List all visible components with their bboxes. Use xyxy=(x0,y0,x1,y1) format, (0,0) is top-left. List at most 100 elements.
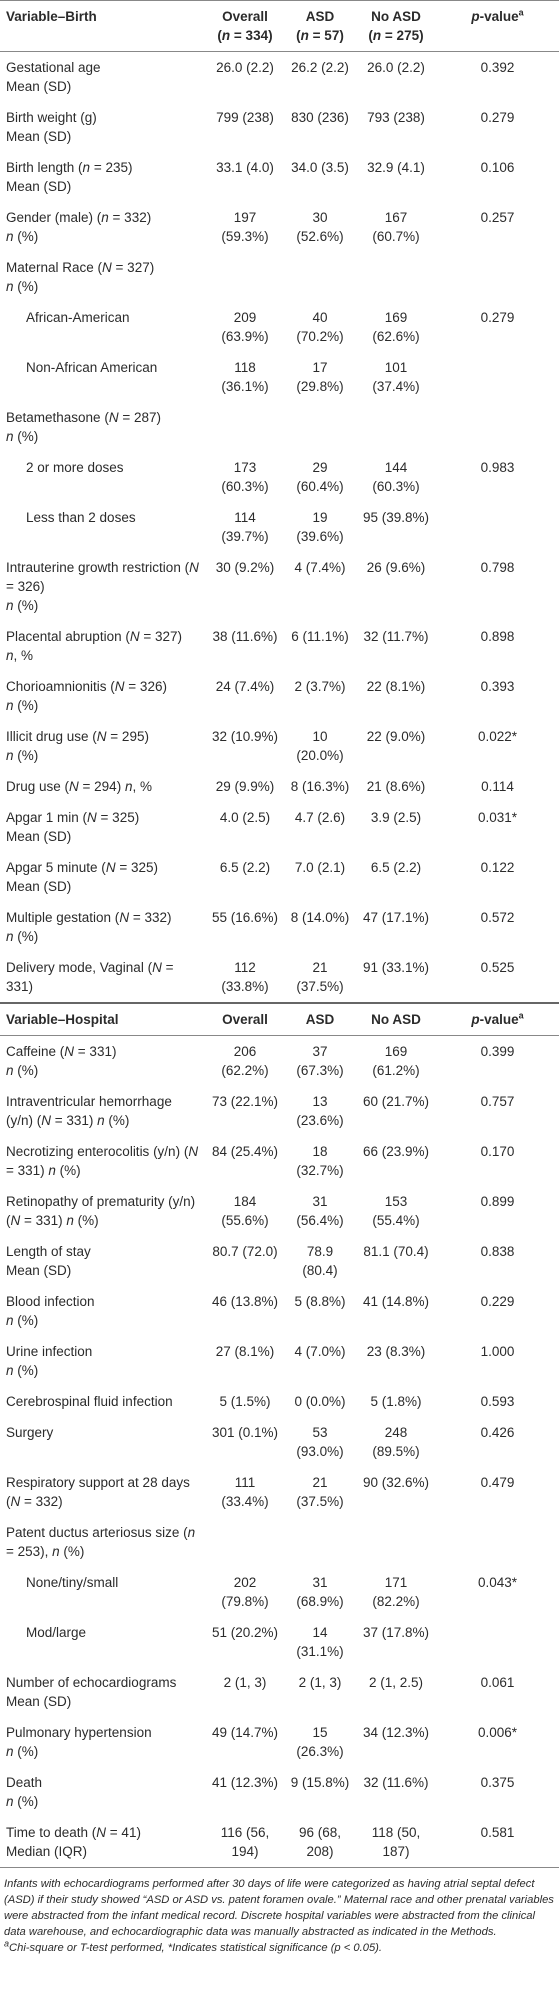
value: 5 (1.8%) xyxy=(370,1394,422,1409)
variable-cell: Respiratory support at 28 days (N = 332) xyxy=(0,1467,206,1517)
variable-label: Mean (SD) xyxy=(6,829,72,844)
table-row: Surgery 301 (0.1%) 53 (93.0%) 248 (89.5%) 0.… xyxy=(0,1417,559,1467)
value-cell xyxy=(436,502,559,552)
value: 209 (63.9%) xyxy=(221,310,269,344)
value: 0.525 xyxy=(480,960,515,975)
value-cell: 21 (8.6%) xyxy=(356,771,436,802)
value-cell: 21 (37.5%) xyxy=(284,952,356,1003)
value: 21 (37.5%) xyxy=(296,1475,344,1509)
value-cell: 0.593 xyxy=(436,1386,559,1417)
header-row: Variable–Hospital Overall ASD No ASD p-value… xyxy=(0,1002,559,1036)
value-cell xyxy=(436,1617,559,1667)
value: 32 (10.9%) xyxy=(211,729,279,744)
variable-label: Number of echocardiograms xyxy=(6,1675,177,1690)
footnote: Infants with echocardiograms performed a… xyxy=(4,1876,555,1940)
value-cell: 26.0 (2.2) xyxy=(206,52,284,103)
table-row: Maternal Race (N = 327) n (%) xyxy=(0,252,559,302)
value-cell: 0.525 xyxy=(436,952,559,1003)
table-row: None/tiny/small 202 (79.8%) 31 (68.9%) 171 … xyxy=(0,1567,559,1617)
value-cell: 17 (29.8%) xyxy=(284,352,356,402)
table-row: Patent ductus arteriosus size (n = 253),… xyxy=(0,1517,559,1567)
variable-cell: Urine infection n (%) xyxy=(0,1336,206,1386)
value-cell: 30 (9.2%) xyxy=(206,552,284,621)
value-cell xyxy=(356,1517,436,1567)
value-cell: 22 (8.1%) xyxy=(356,671,436,721)
value-cell: 0.899 xyxy=(436,1186,559,1236)
value-cell: 2 (3.7%) xyxy=(284,671,356,721)
value-cell xyxy=(284,1517,356,1567)
value: 301 (0.1%) xyxy=(211,1425,279,1440)
value: 55 (16.6%) xyxy=(211,910,279,925)
variable-cell: 2 or more doses xyxy=(0,452,206,502)
value: 0.061 xyxy=(480,1675,515,1690)
value-cell xyxy=(436,1517,559,1567)
value: 22 (9.0%) xyxy=(366,729,426,744)
value-cell: 8 (16.3%) xyxy=(284,771,356,802)
table-row: African-American 209 (63.9%) 40 (70.2%) 169… xyxy=(0,302,559,352)
variable-label: n (%) xyxy=(6,598,39,613)
value: 38 (11.6%) xyxy=(212,629,278,644)
value-cell: 301 (0.1%) xyxy=(206,1417,284,1467)
variable-label: n (%) xyxy=(6,929,39,944)
value-cell: 46 (13.8%) xyxy=(206,1286,284,1336)
value-cell: 24 (7.4%) xyxy=(206,671,284,721)
header-label: Overall xyxy=(222,1012,268,1027)
value: 10 (20.0%) xyxy=(296,729,344,763)
value: 49 (14.7%) xyxy=(211,1725,279,1740)
table-row: Non-African American 118 (36.1%) 17 (29.8%… xyxy=(0,352,559,402)
header-label: No ASD xyxy=(371,9,421,24)
variable-label: Median (IQR) xyxy=(6,1844,88,1859)
table-row: Apgar 1 min (N = 325) Mean (SD) 4.0 (2.5) 4… xyxy=(0,802,559,852)
value: 0.170 xyxy=(480,1144,515,1159)
table-row: Urine infection n (%) 27 (8.1%) 4 (7.0%) 23 … xyxy=(0,1336,559,1386)
footnote-mark: a xyxy=(4,1938,10,1949)
value-cell: 0.572 xyxy=(436,902,559,952)
variable-cell: Cerebrospinal fluid infection xyxy=(0,1386,206,1417)
header-cell: No ASD (n = 275) xyxy=(356,0,436,52)
header-sub: (n = 57) xyxy=(296,28,344,43)
variable-label: Mean (SD) xyxy=(6,179,72,194)
value: 0.393 xyxy=(480,679,515,694)
variable-label: n (%) xyxy=(6,1744,39,1759)
value-cell: 10 (20.0%) xyxy=(284,721,356,771)
variable-cell: Drug use (N = 294) n, % xyxy=(0,771,206,802)
value-cell: 27 (8.1%) xyxy=(206,1336,284,1386)
value: 111 (33.4%) xyxy=(221,1475,269,1509)
header-label: Overall xyxy=(222,9,268,24)
variable-cell: Blood infection n (%) xyxy=(0,1286,206,1336)
value: 14 (31.1%) xyxy=(296,1625,344,1659)
value: 30 (52.6%) xyxy=(296,210,344,244)
value-cell: 184 (55.6%) xyxy=(206,1186,284,1236)
value: 47 (17.1%) xyxy=(362,910,430,925)
value-cell: 0.006* xyxy=(436,1717,559,1767)
value: 0.581 xyxy=(480,1825,515,1840)
value-cell: 0.122 xyxy=(436,852,559,902)
value-cell: 26 (9.6%) xyxy=(356,552,436,621)
value: 0.838 xyxy=(480,1244,515,1259)
value-cell: 60 (21.7%) xyxy=(356,1086,436,1136)
variable-label: Gender (male) (n = 332) xyxy=(6,210,152,225)
table-row: Chorioamnionitis (N = 326) n (%) 24 (7.4%)… xyxy=(0,671,559,721)
variable-label: n (%) xyxy=(6,1313,39,1328)
value-cell: 830 (236) xyxy=(284,102,356,152)
value-cell xyxy=(356,402,436,452)
table-row: Blood infection n (%) 46 (13.8%) 5 (8.8%) 41… xyxy=(0,1286,559,1336)
value: 17 (29.8%) xyxy=(296,360,344,394)
value-cell: 41 (12.3%) xyxy=(206,1767,284,1817)
value-cell: 0.479 xyxy=(436,1467,559,1517)
value-cell: 167 (60.7%) xyxy=(356,202,436,252)
value-cell: 0.229 xyxy=(436,1286,559,1336)
footnote-mark: a xyxy=(518,7,524,18)
value: 26.2 (2.2) xyxy=(291,60,349,75)
variable-label: Intrauterine growth restriction (N = 326… xyxy=(6,560,199,594)
value: 7.0 (2.1) xyxy=(294,860,346,875)
value: 13 (23.6%) xyxy=(296,1094,344,1128)
value: 53 (93.0%) xyxy=(296,1425,344,1459)
value-cell: 206 (62.2%) xyxy=(206,1036,284,1087)
value-cell: 51 (20.2%) xyxy=(206,1617,284,1667)
variable-label: n (%) xyxy=(6,229,39,244)
header-label: p-valuea xyxy=(471,7,524,24)
value-cell xyxy=(206,1517,284,1567)
variable-label: n (%) xyxy=(6,1794,39,1809)
value: 27 (8.1%) xyxy=(215,1344,275,1359)
